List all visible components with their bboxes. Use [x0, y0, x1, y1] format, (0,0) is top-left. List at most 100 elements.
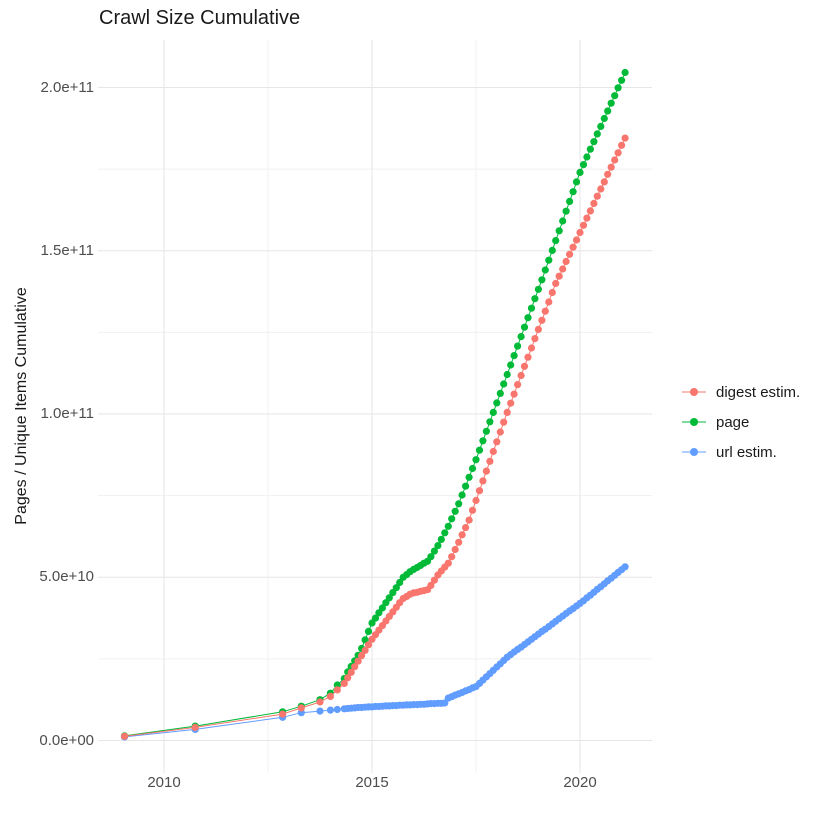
data-point [590, 138, 598, 146]
data-point [618, 76, 626, 84]
data-point [579, 221, 588, 229]
data-point [475, 446, 484, 454]
legend-key-dot-line-icon [682, 388, 706, 396]
data-point [569, 243, 577, 251]
data-point [621, 134, 629, 142]
data-point [458, 491, 466, 499]
data-point [482, 467, 490, 475]
data-point [562, 257, 570, 266]
data-point [611, 92, 619, 100]
data-point [614, 84, 622, 92]
data-point [297, 704, 305, 712]
data-point [566, 250, 574, 258]
data-point [500, 380, 508, 388]
data-point [593, 130, 601, 138]
data-point [507, 361, 515, 369]
data-point [364, 627, 373, 636]
data-point [538, 316, 546, 324]
y-tick-label: 2.0e+11 [40, 78, 94, 96]
x-tick-label: 2020 [563, 774, 597, 791]
data-point [462, 482, 470, 490]
data-point [531, 335, 539, 343]
data-point [396, 578, 404, 587]
data-point [479, 437, 487, 445]
data-point [597, 122, 605, 130]
data-point [493, 399, 501, 407]
data-point [597, 185, 605, 193]
data-point [604, 107, 612, 115]
data-point [489, 408, 497, 416]
data-point [444, 559, 452, 567]
data-point [347, 668, 355, 676]
y-tick-label: 0.0e+00 [39, 731, 94, 749]
legend-item-url-estim: url estim. [681, 437, 800, 467]
data-point [586, 145, 595, 153]
data-point [326, 706, 334, 714]
legend-item-page: page [681, 407, 800, 437]
data-point [510, 390, 518, 398]
data-point [545, 298, 553, 306]
data-point [517, 333, 525, 341]
data-point [333, 686, 341, 694]
x-tick-label: 2015 [355, 774, 389, 791]
data-point [496, 389, 504, 397]
data-point [583, 153, 591, 161]
data-point [621, 68, 629, 77]
data-point [472, 496, 480, 505]
data-point [555, 272, 563, 280]
data-point [358, 652, 366, 660]
data-point [541, 266, 549, 274]
data-point [371, 614, 380, 622]
data-point [465, 516, 473, 524]
data-point [340, 679, 348, 688]
data-point [279, 710, 287, 718]
data-point [524, 314, 532, 322]
data-point [437, 535, 445, 544]
data-point [524, 353, 532, 361]
data-point [590, 199, 598, 207]
y-tick-label: 5.0e+10 [39, 568, 94, 586]
data-point [531, 295, 539, 303]
data-point [482, 427, 490, 435]
data-point [579, 161, 588, 169]
data-point [621, 563, 629, 571]
data-point [378, 604, 386, 612]
data-point [392, 584, 400, 592]
data-point [604, 170, 612, 178]
data-point [472, 456, 480, 464]
data-point [448, 553, 456, 561]
data-point [468, 464, 477, 473]
chart-title: Crawl Size Cumulative [99, 7, 301, 29]
data-point [489, 447, 497, 456]
data-point [441, 529, 449, 537]
data-point [451, 545, 459, 554]
data-point [538, 276, 546, 284]
data-point [361, 646, 369, 655]
data-point [458, 531, 466, 539]
data-point [479, 477, 487, 485]
data-point [548, 246, 556, 254]
data-point [548, 288, 556, 297]
data-point [316, 707, 324, 715]
data-point [434, 542, 442, 550]
data-point [541, 307, 549, 315]
data-point [607, 99, 615, 107]
data-point [316, 698, 324, 706]
data-point [364, 641, 373, 649]
legend: digest estim. page url estim. [681, 377, 800, 467]
data-point [486, 418, 494, 426]
data-point [514, 381, 522, 389]
grid-minor [98, 40, 652, 773]
data-point [586, 207, 595, 215]
data-point [496, 428, 504, 436]
data-point [351, 663, 359, 671]
data-point [333, 705, 341, 714]
legend-key-dot-line-icon [682, 448, 706, 456]
data-point [120, 732, 129, 740]
data-point [430, 547, 438, 555]
data-point [326, 692, 334, 701]
data-point [427, 581, 435, 590]
data-point [614, 149, 622, 157]
